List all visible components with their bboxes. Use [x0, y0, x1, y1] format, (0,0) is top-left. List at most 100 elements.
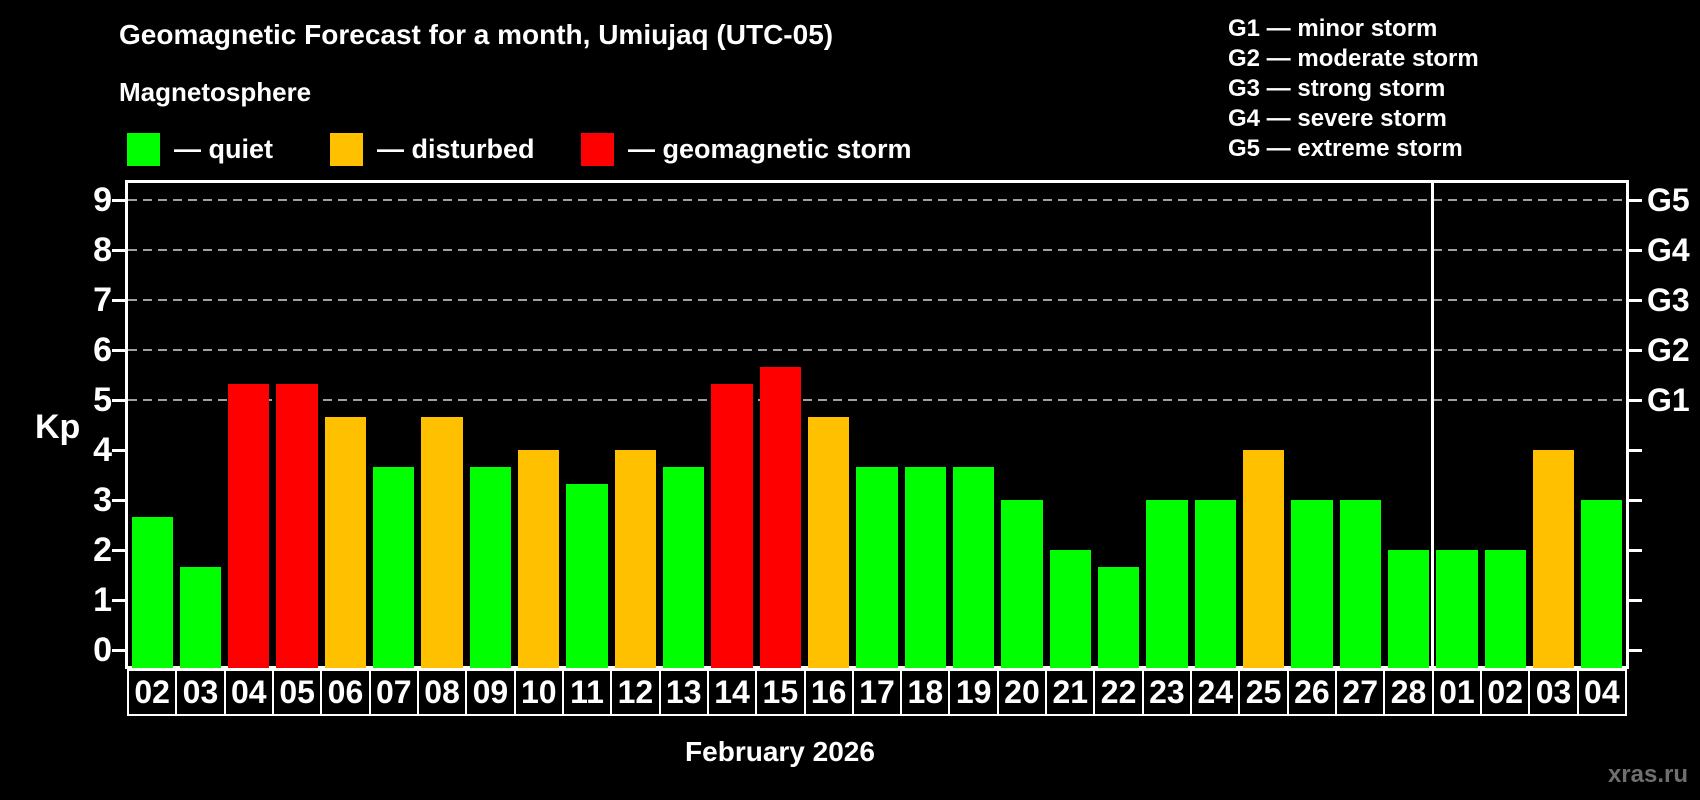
bar-day-16: [808, 416, 850, 668]
day-label-06: 06: [320, 669, 371, 716]
day-label-01-next-month: 01: [1431, 669, 1483, 716]
bar-day-11: [566, 483, 608, 668]
plot-border-top: [125, 180, 1629, 183]
day-label-04-next-month: 04: [1576, 669, 1627, 716]
bar-day-12: [614, 450, 657, 668]
bar-day-03: [179, 566, 222, 668]
bar-day-14: [711, 383, 753, 668]
y-axis-line: [125, 180, 128, 669]
day-label-13: 13: [658, 669, 709, 716]
g-axis-label-g1: G1: [1647, 382, 1690, 418]
day-label-26: 26: [1286, 669, 1338, 716]
legend-label-storm: — geomagnetic storm: [628, 134, 912, 164]
g5-legend-line: G5 — extreme storm: [1228, 135, 1463, 162]
disturbed-color-swatch: [330, 133, 363, 166]
y-axis-label-0: 0: [93, 631, 112, 669]
y-axis-tick-2: [112, 548, 125, 552]
bar-day-24: [1194, 500, 1236, 668]
bar-day-02: [131, 516, 173, 668]
month-separator-line: [1431, 183, 1435, 666]
y-axis-label-5: 5: [93, 381, 112, 419]
bar-day-15: [759, 366, 801, 668]
right-axis-tick-9: [1629, 198, 1642, 202]
y-axis-label-8: 8: [93, 231, 112, 269]
bar-day-05: [276, 383, 318, 668]
watermark: xras.ru: [1607, 761, 1688, 788]
bar-day-04: [228, 383, 270, 668]
day-label-08: 08: [416, 669, 468, 716]
y-axis-label-4: 4: [93, 431, 112, 469]
day-label-15: 15: [755, 669, 806, 716]
bar-day-09: [469, 466, 512, 668]
right-axis-tick-8: [1629, 248, 1642, 252]
bar-day-23: [1146, 500, 1188, 668]
y-axis-tick-5: [112, 398, 125, 402]
bar-day-04-next-month: [1581, 500, 1623, 668]
bar-day-02-next-month: [1484, 550, 1526, 668]
bar-day-21: [1049, 550, 1091, 668]
right-axis-tick-3: [1629, 498, 1642, 502]
page-title: Geomagnetic Forecast for a month, Umiuja…: [119, 19, 834, 50]
right-axis-line: [1626, 180, 1629, 669]
right-axis-tick-2: [1629, 548, 1642, 552]
storm-color-swatch: [581, 133, 614, 166]
g-axis-label-g3: G3: [1647, 282, 1690, 318]
right-axis-tick-4: [1629, 448, 1642, 452]
quiet-color-swatch: [127, 133, 160, 166]
bar-day-19: [952, 466, 995, 668]
g-axis-label-g5: G5: [1647, 182, 1690, 218]
y-axis-tick-3: [112, 498, 125, 502]
y-axis-label-9: 9: [93, 181, 112, 219]
right-axis-tick-0: [1629, 648, 1642, 652]
y-axis-tick-9: [112, 198, 125, 202]
legend-item-quiet: — quiet: [127, 133, 273, 166]
g3-legend-line: G3 — strong storm: [1228, 75, 1446, 102]
bar-day-18: [904, 466, 946, 668]
day-label-19: 19: [948, 669, 999, 716]
y-axis-label-3: 3: [93, 481, 112, 519]
g2-legend-line: G2 — moderate storm: [1228, 45, 1479, 72]
right-axis-tick-1: [1629, 598, 1642, 602]
y-axis-tick-4: [112, 448, 125, 452]
bar-day-08: [421, 416, 463, 668]
right-axis-tick-6: [1629, 348, 1642, 352]
bar-day-03-next-month: [1532, 450, 1575, 668]
right-axis-tick-5: [1629, 398, 1642, 402]
y-axis-label-7: 7: [93, 281, 112, 319]
bar-day-01-next-month: [1436, 550, 1478, 668]
gridline-kp6: [128, 349, 1626, 351]
day-label-04: 04: [223, 669, 274, 716]
gridline-kp5: [128, 399, 1626, 401]
bar-day-17: [856, 466, 898, 668]
legend-label-quiet: — quiet: [174, 134, 273, 164]
day-label-22: 22: [1093, 669, 1144, 716]
day-label-02: 02: [127, 669, 178, 716]
y-axis-tick-0: [112, 648, 125, 652]
day-label-27: 27: [1335, 669, 1386, 716]
day-label-11: 11: [561, 669, 613, 716]
day-label-03: 03: [175, 669, 226, 716]
g-axis-label-g2: G2: [1647, 332, 1690, 368]
y-axis-tick-7: [112, 298, 125, 302]
day-label-17: 17: [851, 669, 903, 716]
day-label-23: 23: [1141, 669, 1193, 716]
day-label-28: 28: [1383, 669, 1434, 716]
day-label-03-next-month: 03: [1528, 669, 1579, 716]
day-label-18: 18: [900, 669, 951, 716]
right-axis-tick-7: [1629, 298, 1642, 302]
day-label-25: 25: [1238, 669, 1289, 716]
day-label-24: 24: [1190, 669, 1241, 716]
magnetosphere-label: Magnetosphere: [119, 77, 312, 107]
bar-day-10: [518, 450, 560, 668]
y-axis-tick-8: [112, 248, 125, 252]
bar-day-13: [663, 466, 705, 668]
bar-day-07: [373, 466, 415, 668]
legend-item-disturbed: — disturbed: [330, 133, 535, 166]
y-axis-title: Kp: [35, 408, 81, 446]
day-label-14: 14: [706, 669, 758, 716]
day-label-21: 21: [1045, 669, 1096, 716]
day-label-16: 16: [803, 669, 854, 716]
x-axis-title: February 2026: [685, 736, 875, 767]
legend-item-storm: — geomagnetic storm: [581, 133, 912, 166]
g-axis-label-g4: G4: [1647, 232, 1690, 268]
